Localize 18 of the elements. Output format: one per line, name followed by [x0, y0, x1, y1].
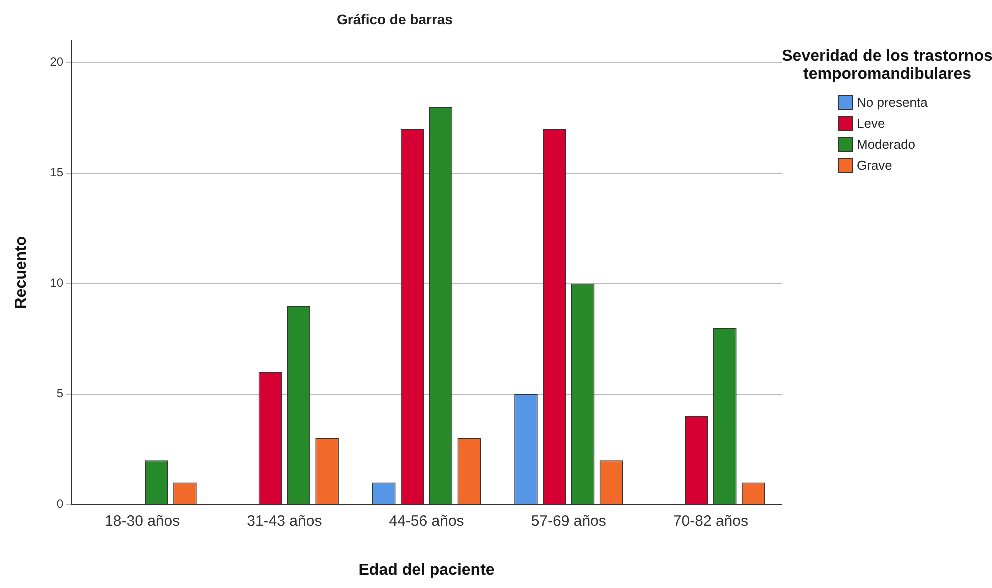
legend-label: Leve — [857, 116, 886, 131]
y-tick-label: 0 — [56, 497, 64, 512]
y-axis-title: Recuento — [13, 236, 30, 310]
legend-label: No presenta — [857, 95, 928, 110]
x-tick-label: 57-69 años — [531, 512, 606, 530]
legend-label: Moderado — [857, 137, 916, 152]
x-tick-label: 70-82 años — [673, 512, 748, 530]
y-tick-label: 15 — [50, 166, 64, 180]
x-tick-label: 31-43 años — [247, 512, 322, 530]
legend-title: Severidad de los trastornos temporomandibulares — [781, 48, 992, 84]
x-axis-title: Edad del paciente — [358, 562, 495, 579]
y-tick-label: 20 — [50, 55, 64, 70]
x-tick-label: 18-30 años — [105, 512, 180, 530]
chart-title: Gráfico de barras — [337, 11, 454, 28]
x-tick-label: 44-56 años — [389, 512, 464, 530]
y-tick-label: 10 — [50, 276, 64, 290]
y-tick-label: 5 — [56, 386, 64, 401]
legend-label: Grave — [857, 158, 892, 173]
